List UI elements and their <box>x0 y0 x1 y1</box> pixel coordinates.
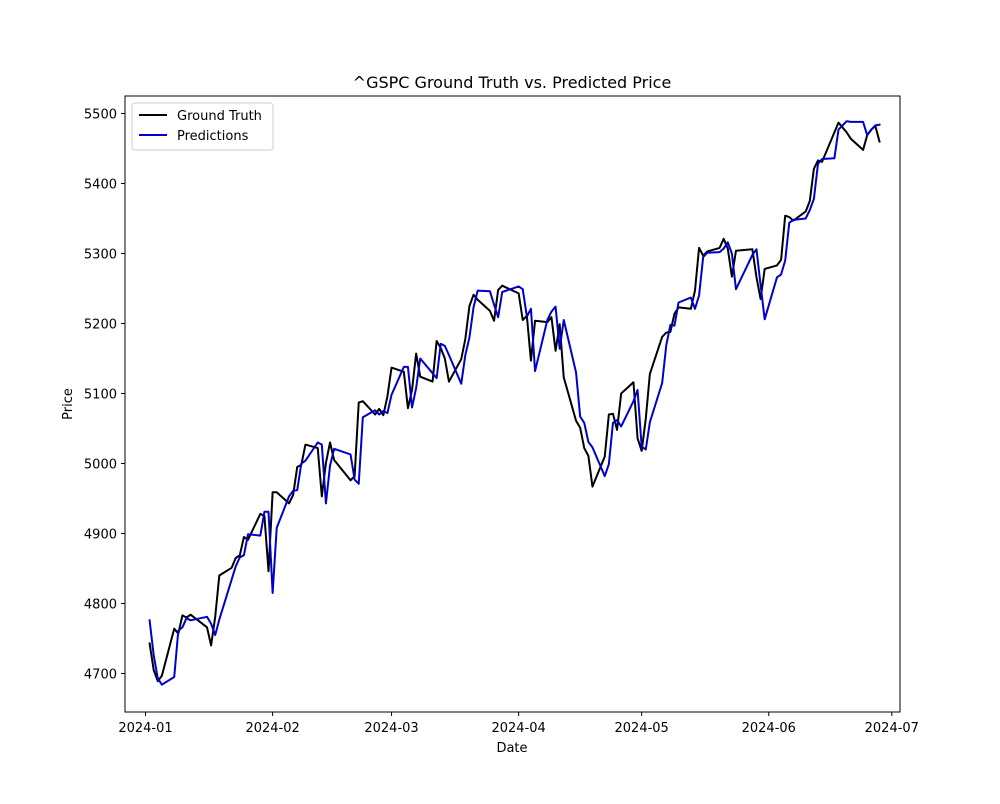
x-tick-label: 2024-05 <box>615 721 669 736</box>
legend: Ground Truth Predictions <box>131 102 274 151</box>
series-line-predictions <box>148 120 881 686</box>
y-tick-label: 4800 <box>84 598 117 613</box>
x-tick-label: 2024-06 <box>742 721 796 736</box>
y-axis: 4700 4800 4900 5000 5100 5200 5300 5400 5500 <box>84 108 125 683</box>
series-layer <box>148 120 881 686</box>
y-tick-label: 5300 <box>84 248 117 263</box>
y-tick-label: 5000 <box>84 458 117 473</box>
x-tick-label: 2024-04 <box>491 721 545 736</box>
x-axis-label: Date <box>496 741 527 756</box>
x-tick-label: 2024-07 <box>865 721 919 736</box>
legend-label-predictions: Predictions <box>177 129 249 144</box>
legend-label-ground-truth: Ground Truth <box>177 109 262 124</box>
x-tick-label: 2024-02 <box>245 721 299 736</box>
y-tick-label: 4900 <box>84 528 117 543</box>
chart-title: ^GSPC Ground Truth vs. Predicted Price <box>353 73 672 92</box>
y-tick-label: 5500 <box>84 108 117 123</box>
y-tick-label: 5400 <box>84 178 117 193</box>
y-tick-label: 5200 <box>84 318 117 333</box>
x-tick-label: 2024-03 <box>364 721 418 736</box>
series-line-ground-truth <box>148 121 881 683</box>
y-tick-label: 5100 <box>84 388 117 403</box>
x-axis: 2024-01 2024-02 2024-03 2024-04 2024-05 2024-… <box>118 712 919 736</box>
x-tick-label: 2024-01 <box>118 721 172 736</box>
plot-frame <box>124 95 901 713</box>
legend-box <box>131 102 274 151</box>
plot-area <box>124 95 901 713</box>
y-axis-label: Price <box>61 388 76 420</box>
y-tick-label: 4700 <box>84 668 117 683</box>
